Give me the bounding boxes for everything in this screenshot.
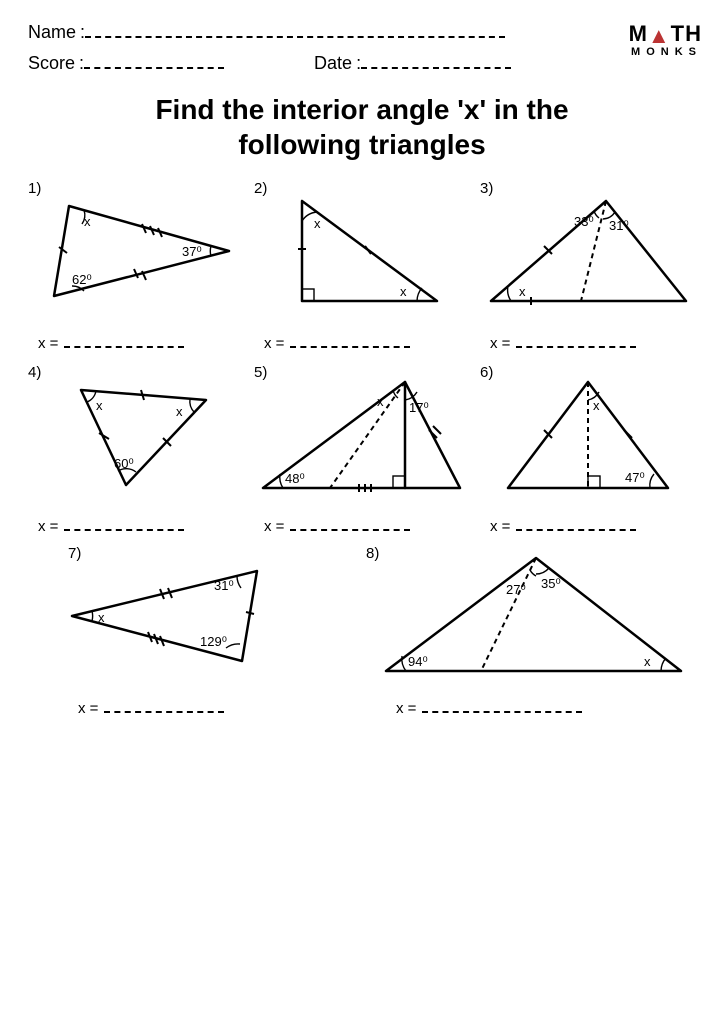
answer-line: x = [264,334,470,352]
svg-text:x: x [314,216,321,231]
problems-row-bottom: 7) 31⁰ x 129⁰ x = 8) [28,541,696,717]
triangle-8: 35⁰ 27⁰ 94⁰ x [366,546,696,686]
problem-8: 8) 35⁰ 27⁰ 94⁰ x x = [366,541,696,717]
problem-7: 7) 31⁰ x 129⁰ x = [28,541,316,717]
score-label: Score [28,53,75,74]
name-label: Name [28,22,76,43]
svg-text:31⁰: 31⁰ [609,218,629,233]
triangle-1: x 37⁰ 62⁰ [34,186,239,316]
triangle-6: x 47⁰ [493,370,683,500]
problem-2: 2) x x x = [254,176,470,352]
problems-grid: 1) x 37⁰ 62⁰ x = 2) [28,176,696,535]
brand-logo: M▲TH MONKS [629,24,702,57]
problem-3: 3) 33⁰ 31⁰ x x = [480,176,696,352]
triangle-icon: ▲ [648,26,671,47]
triangle-7: 31⁰ x 129⁰ [42,546,302,686]
svg-text:x: x [176,404,183,419]
answer-line: x = [490,518,696,536]
problem-5: 5) x 17⁰ 48⁰ x = [254,360,470,536]
triangle-3: 33⁰ 31⁰ x [481,186,696,316]
problem-number: 2) [254,180,267,197]
svg-text:47⁰: 47⁰ [625,470,645,485]
answer-line: x = [78,699,316,717]
worksheet-title: Find the interior angle 'x' in the follo… [28,92,696,162]
date-line[interactable] [361,53,511,69]
worksheet-header: Name: Score: Date: M▲TH MONKS [28,22,696,74]
svg-text:x: x [644,654,651,669]
answer-line: x = [396,699,696,717]
svg-text:94⁰: 94⁰ [408,654,428,669]
name-field: Name: [28,22,696,43]
problem-1: 1) x 37⁰ 62⁰ x = [28,176,244,352]
problem-number: 5) [254,364,267,381]
svg-text:31⁰: 31⁰ [214,578,234,593]
svg-text:27⁰: 27⁰ [506,582,526,597]
answer-line: x = [38,518,244,536]
problem-number: 3) [480,180,493,197]
svg-text:33⁰: 33⁰ [574,214,594,229]
problem-number: 6) [480,364,493,381]
problem-number: 1) [28,180,41,197]
svg-text:37⁰: 37⁰ [182,244,202,259]
name-line[interactable] [85,22,505,38]
svg-text:35⁰: 35⁰ [541,576,561,591]
svg-text:62⁰: 62⁰ [72,272,92,287]
problem-4: 4) x x 60⁰ x = [28,360,244,536]
svg-text:x: x [593,398,600,413]
triangle-2: x x [272,186,452,316]
svg-text:x: x [98,610,105,625]
problem-number: 8) [366,545,379,562]
svg-text:48⁰: 48⁰ [285,471,305,486]
problem-6: 6) x 47⁰ x = [480,360,696,536]
svg-text:60⁰: 60⁰ [114,456,134,471]
date-label: Date [314,53,352,74]
answer-line: x = [264,518,470,536]
triangle-5: x 17⁰ 48⁰ [255,370,470,500]
svg-text:17⁰: 17⁰ [409,400,429,415]
svg-text:x: x [400,284,407,299]
triangle-4: x x 60⁰ [36,370,236,500]
svg-text:x: x [377,394,384,409]
score-date-row: Score: Date: [28,53,696,74]
svg-text:x: x [96,398,103,413]
answer-line: x = [490,334,696,352]
answer-line: x = [38,334,244,352]
svg-text:x: x [84,214,91,229]
svg-text:129⁰: 129⁰ [200,634,227,649]
problem-number: 7) [68,545,81,562]
problem-number: 4) [28,364,41,381]
svg-text:x: x [519,284,526,299]
score-line[interactable] [84,53,224,69]
